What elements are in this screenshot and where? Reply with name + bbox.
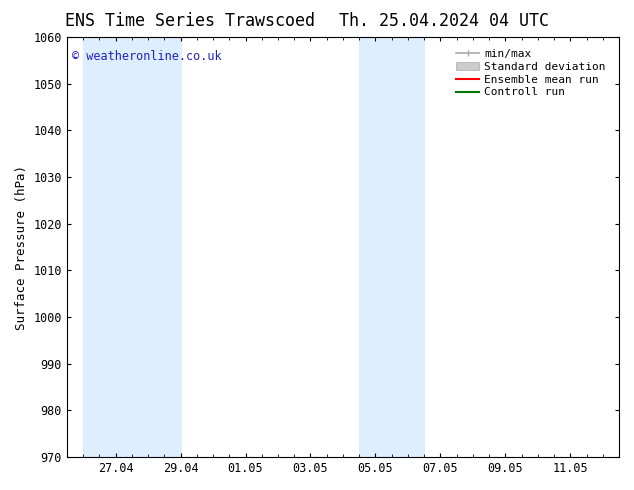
Text: © weatheronline.co.uk: © weatheronline.co.uk	[72, 50, 222, 63]
Legend: min/max, Standard deviation, Ensemble mean run, Controll run: min/max, Standard deviation, Ensemble me…	[454, 47, 608, 99]
Bar	[83, 37, 181, 457]
Text: Th. 25.04.2024 04 UTC: Th. 25.04.2024 04 UTC	[339, 12, 549, 30]
Text: ENS Time Series Trawscoed: ENS Time Series Trawscoed	[65, 12, 315, 30]
Bar	[359, 37, 424, 457]
Y-axis label: Surface Pressure (hPa): Surface Pressure (hPa)	[15, 165, 28, 330]
